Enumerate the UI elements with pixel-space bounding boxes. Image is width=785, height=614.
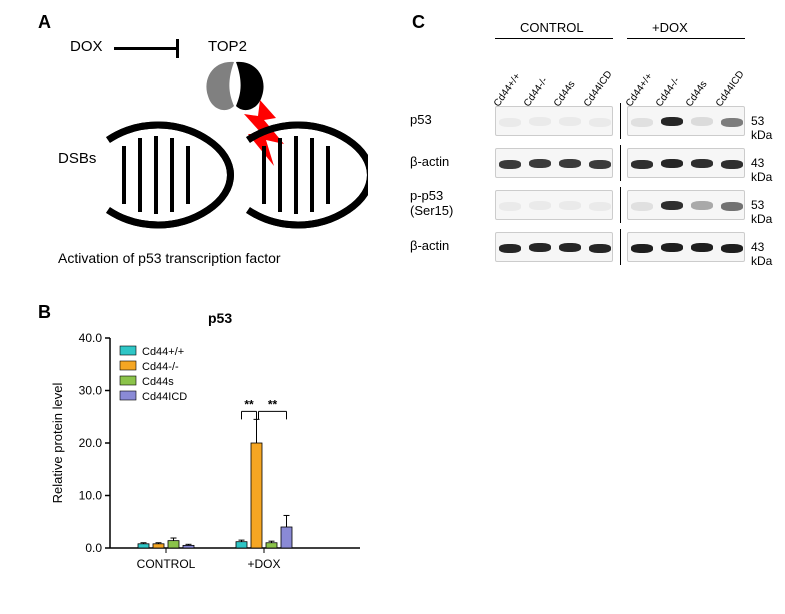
svg-text:**: ** — [268, 397, 278, 411]
svg-text:0.0: 0.0 — [85, 541, 102, 555]
svg-text:Cd44s: Cd44s — [142, 376, 174, 388]
svg-text:CONTROL: CONTROL — [137, 557, 196, 571]
lane-label: Cd44s — [552, 79, 578, 109]
band — [529, 201, 551, 210]
band — [721, 202, 743, 211]
inhibition-line — [114, 47, 176, 50]
band — [529, 243, 551, 252]
panel-a: DOX TOP2 — [38, 20, 368, 280]
lane-label: Cd44ICD — [582, 69, 615, 109]
band — [559, 243, 581, 252]
blot-strip — [495, 148, 613, 178]
inhibition-head — [176, 39, 179, 58]
svg-text:Cd44ICD: Cd44ICD — [142, 391, 187, 403]
blot-strip — [495, 232, 613, 262]
row-label: β-actin — [410, 238, 449, 253]
size-label: 43 kDa — [751, 240, 772, 268]
band — [721, 244, 743, 253]
lane-label: Cd44-/- — [522, 75, 550, 109]
panel-a-caption: Activation of p53 transcription factor — [58, 250, 281, 266]
band — [589, 160, 611, 169]
svg-text:30.0: 30.0 — [79, 384, 103, 398]
lane-label: Cd44s — [684, 79, 710, 109]
band — [529, 159, 551, 168]
band — [661, 201, 683, 210]
svg-text:20.0: 20.0 — [79, 436, 103, 450]
band — [631, 244, 653, 253]
blot-separator — [620, 229, 621, 265]
band — [721, 160, 743, 169]
lane-label: Cd44+/+ — [624, 71, 655, 109]
band — [661, 117, 683, 126]
group-label: +DOX — [652, 20, 688, 35]
band — [691, 201, 713, 210]
band — [631, 160, 653, 169]
chart-title: p53 — [208, 310, 232, 326]
svg-text:Cd44+/+: Cd44+/+ — [142, 346, 184, 358]
band — [631, 202, 653, 211]
band — [589, 118, 611, 127]
row-label: p-p53(Ser15) — [410, 188, 453, 218]
row-label: p53 — [410, 112, 432, 127]
blot-separator — [620, 145, 621, 181]
panel-b: p53 0.0 10.0 20.0 30.0 40.0 Relative protein … — [38, 310, 398, 600]
band — [499, 118, 521, 127]
svg-text:40.0: 40.0 — [79, 331, 103, 345]
band — [691, 117, 713, 126]
band — [721, 118, 743, 127]
band — [661, 159, 683, 168]
lane-label: Cd44+/+ — [492, 71, 523, 109]
blot-strip — [627, 148, 745, 178]
blot-separator — [620, 187, 621, 223]
size-label: 43 kDa — [751, 156, 772, 184]
panel-c: CONTROLCd44+/+Cd44-/-Cd44sCd44ICD+DOXCd4… — [410, 20, 770, 300]
band — [559, 117, 581, 126]
blot-strip — [627, 106, 745, 136]
size-label: 53 kDa — [751, 198, 772, 226]
band — [691, 159, 713, 168]
group-underline — [495, 38, 613, 39]
band — [631, 118, 653, 127]
band — [499, 202, 521, 211]
dsb-dna-icon — [88, 120, 368, 230]
svg-text:10.0: 10.0 — [79, 489, 103, 503]
band — [559, 159, 581, 168]
band — [529, 117, 551, 126]
group-label: CONTROL — [520, 20, 584, 35]
bar-chart: 0.0 10.0 20.0 30.0 40.0 Relative protein leve… — [38, 328, 398, 603]
blot-strip — [495, 106, 613, 136]
lane-label: Cd44-/- — [654, 75, 682, 109]
svg-text:Cd44-/-: Cd44-/- — [142, 361, 179, 373]
band — [661, 243, 683, 252]
row-label: β-actin — [410, 154, 449, 169]
blot-separator — [620, 103, 621, 139]
band — [559, 201, 581, 210]
lane-label: Cd44ICD — [714, 69, 747, 109]
band — [499, 160, 521, 169]
band — [589, 202, 611, 211]
group-underline — [627, 38, 745, 39]
band — [589, 244, 611, 253]
blot-strip — [627, 232, 745, 262]
band — [691, 243, 713, 252]
top2-text: TOP2 — [208, 38, 247, 55]
band — [499, 244, 521, 253]
size-label: 53 kDa — [751, 114, 772, 142]
blot-strip — [495, 190, 613, 220]
svg-text:Relative protein level: Relative protein level — [50, 383, 65, 504]
dox-text: DOX — [70, 38, 103, 55]
dsbs-text: DSBs — [58, 150, 96, 167]
svg-text:+DOX: +DOX — [247, 557, 280, 571]
blot-strip — [627, 190, 745, 220]
svg-text:**: ** — [244, 397, 254, 411]
